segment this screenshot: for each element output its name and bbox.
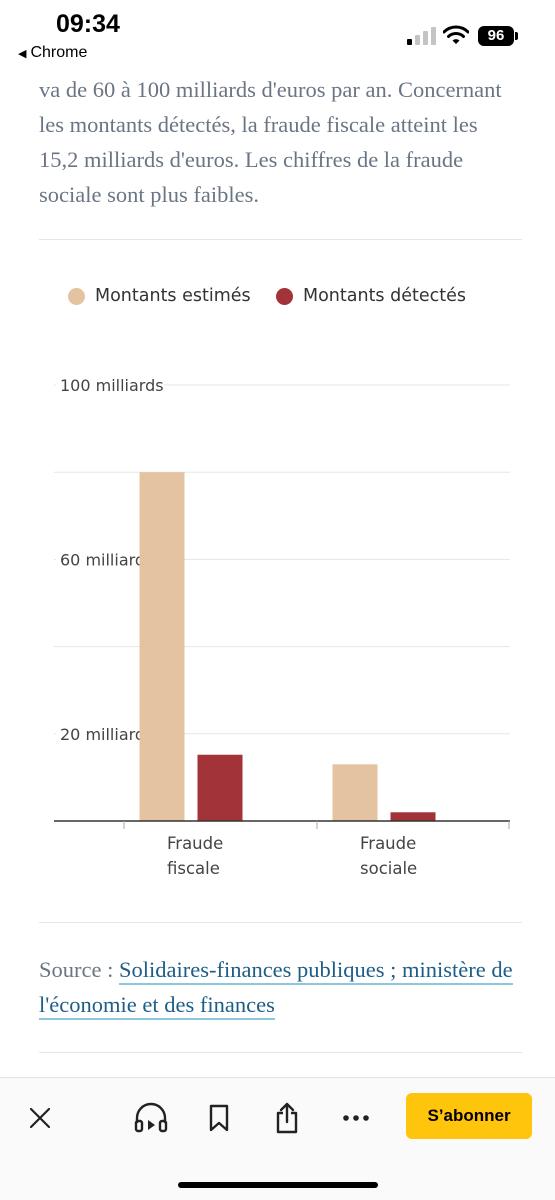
divider-middle	[39, 922, 522, 923]
more-button[interactable]	[336, 1098, 376, 1138]
y-tick-label: 60 milliards	[60, 550, 153, 569]
audio-icon	[134, 1102, 168, 1133]
divider-top	[39, 239, 522, 240]
bookmark-icon	[209, 1104, 229, 1132]
y-tick-label: 20 milliards	[60, 725, 153, 744]
more-icon	[343, 1115, 369, 1121]
legend-item-estimated: Montants estimés	[68, 283, 251, 309]
y-tick-label: 100 milliards	[60, 376, 164, 395]
home-indicator	[178, 1182, 378, 1188]
listen-button[interactable]	[131, 1098, 171, 1138]
source-prefix: Source :	[39, 957, 119, 982]
chart-svg: 100 milliards 60 milliards 20 milliards Fra…	[54, 373, 510, 878]
legend-item-detected: Montants détectés	[276, 283, 466, 309]
status-time: 09:34	[56, 10, 120, 38]
close-button[interactable]	[20, 1098, 60, 1138]
bar-estimated-fiscale	[139, 472, 185, 821]
back-to-app-link[interactable]: ◀ Chrome	[18, 44, 87, 62]
bottom-toolbar: S’abonner	[0, 1077, 555, 1200]
share-icon	[276, 1102, 298, 1134]
close-icon	[29, 1107, 51, 1129]
bar-detected-sociale	[390, 812, 436, 821]
back-triangle-icon: ◀	[18, 48, 27, 60]
back-app-label: Chrome	[30, 44, 88, 61]
legend-label-estimated: Montants estimés	[95, 286, 251, 306]
x-category-label: fiscale	[167, 859, 220, 878]
tick-label-bg	[56, 547, 164, 570]
legend-label-detected: Montants détectés	[303, 286, 466, 306]
tick-label-bg	[56, 721, 164, 744]
source-line: Source : Solidaires-finances publiques ;…	[39, 952, 519, 1022]
legend-dot-estimated	[68, 287, 85, 305]
bookmark-button[interactable]	[199, 1098, 239, 1138]
battery-icon: 96	[478, 26, 518, 46]
signal-icon	[407, 27, 436, 45]
status-bar: 09:34 ◀ Chrome 96	[0, 0, 555, 70]
source-link[interactable]: Solidaires-finances publiques ; ministèr…	[39, 957, 513, 1020]
divider-bottom	[39, 1052, 522, 1053]
bar-chart: 100 milliards 60 milliards 20 milliards Fra…	[0, 340, 555, 900]
bar-detected-fiscale	[197, 754, 243, 821]
legend-dot-detected	[276, 287, 293, 305]
share-button[interactable]	[267, 1098, 307, 1138]
bar-estimated-sociale	[332, 764, 378, 821]
x-category-label: Fraude	[360, 834, 416, 853]
wifi-icon	[443, 25, 469, 44]
subscribe-button[interactable]: S’abonner	[406, 1093, 532, 1139]
tick-label-bg	[56, 373, 164, 395]
x-category-label: sociale	[360, 859, 417, 878]
x-category-label: Fraude	[167, 834, 223, 853]
article-paragraph: va de 60 à 100 milliards d'euros par an.…	[39, 77, 502, 207]
